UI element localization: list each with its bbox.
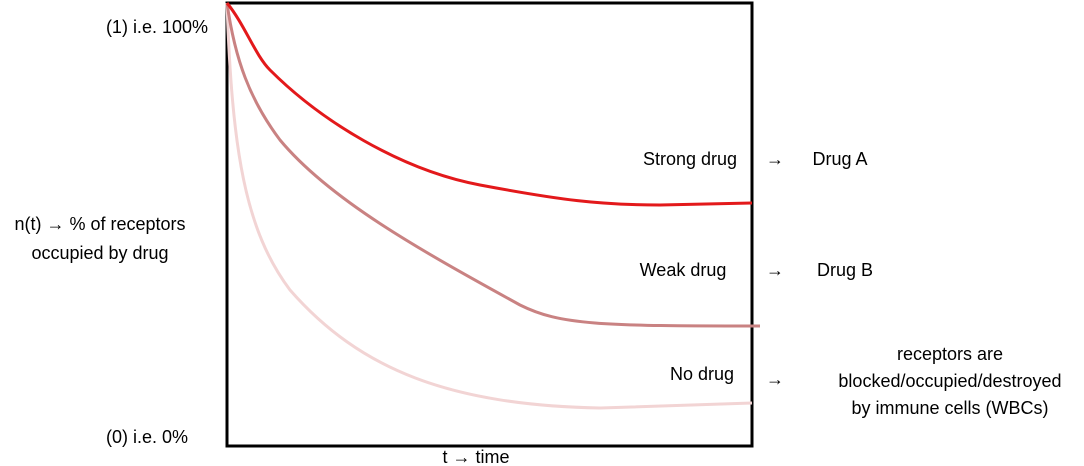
no-drug-curve [225, 2, 753, 410]
row-result: blocked/occupied/destroyed [838, 371, 1061, 391]
row-label: Strong drug [643, 149, 737, 169]
row-label: Weak drug [640, 260, 727, 280]
y-top-label: (1) i.e. 100% [106, 17, 208, 37]
x-axis-label: t → time [442, 447, 509, 466]
strong-drug-curve [225, 2, 753, 207]
row-arrow: → [766, 149, 784, 169]
row-arrow: → [766, 369, 784, 389]
row-label: No drug [670, 364, 734, 384]
row-result: by immune cells (WBCs) [851, 398, 1048, 418]
row-arrow: → [766, 260, 784, 280]
plot-frame [225, 1, 754, 448]
y-bottom-label: (0) i.e. 0% [106, 427, 188, 447]
row-result: Drug A [812, 149, 867, 169]
row-result: Drug B [817, 260, 873, 280]
weak-drug-curve [225, 2, 761, 328]
y-axis-label: occupied by drug [31, 243, 168, 263]
y-axis-label: n(t) → % of receptors [14, 214, 185, 234]
row-result: receptors are [897, 344, 1003, 364]
